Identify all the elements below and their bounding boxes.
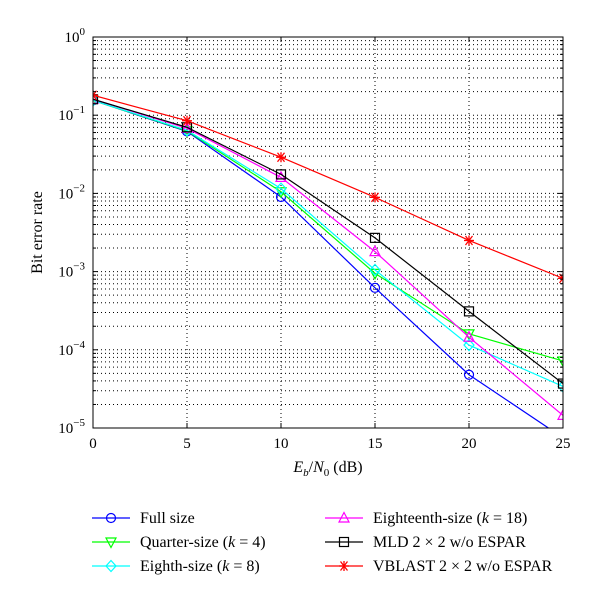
y-tick-label: 10−1 xyxy=(58,104,85,124)
data-point xyxy=(463,330,475,342)
series-2 xyxy=(93,95,563,368)
y-tick-label: 10−4 xyxy=(58,339,85,359)
y-tick-labels: 100 10−1 10−2 10−3 10−4 10−5 xyxy=(58,26,85,437)
legend-label: Quarter-size (k = 4) xyxy=(140,534,266,551)
data-point xyxy=(370,192,380,203)
plot-frame xyxy=(92,36,564,429)
series-line xyxy=(93,98,563,416)
data-point xyxy=(557,380,563,393)
legend-item: VBLAST 2 × 2 w/o ESPAR xyxy=(325,558,553,575)
data-point xyxy=(182,115,192,126)
data-point xyxy=(369,232,381,243)
legend-item: Eighteenth-size (k = 18) xyxy=(325,510,527,527)
x-tick-label: 25 xyxy=(556,436,571,452)
data-point xyxy=(338,511,350,523)
x-tick-label: 0 xyxy=(89,436,97,452)
series-line xyxy=(93,98,563,385)
legend-label: MLD 2 × 2 w/o ESPAR xyxy=(373,534,526,551)
x-tick-label: 15 xyxy=(368,436,383,452)
series-layer xyxy=(93,90,563,428)
y-tick-label: 10−2 xyxy=(58,182,85,202)
legend-item: Full size xyxy=(92,510,195,527)
data-point xyxy=(464,235,474,246)
data-point xyxy=(276,152,286,163)
legend-item: Eighth-size (k = 8) xyxy=(92,558,260,575)
data-point xyxy=(275,169,287,180)
x-tick-label: 20 xyxy=(462,436,477,452)
data-point xyxy=(338,536,350,548)
series-6 xyxy=(93,90,563,284)
data-point xyxy=(93,90,98,101)
y-tick-label: 10−5 xyxy=(58,417,85,437)
y-axis-label: Bit error rate xyxy=(29,191,46,274)
legend-label: Eighth-size (k = 8) xyxy=(140,558,260,575)
series-5 xyxy=(93,94,563,389)
axis-ticks xyxy=(92,36,564,429)
data-point xyxy=(463,306,475,317)
data-point xyxy=(105,537,117,549)
series-4 xyxy=(93,92,563,420)
data-point xyxy=(93,94,99,105)
data-point xyxy=(557,378,563,389)
data-point xyxy=(105,512,117,524)
x-tick-label: 5 xyxy=(183,436,191,452)
series-line xyxy=(93,99,563,387)
data-point xyxy=(557,408,563,420)
legend-item: MLD 2 × 2 w/o ESPAR xyxy=(325,534,526,551)
x-tick-label: 10 xyxy=(274,436,289,452)
data-point xyxy=(339,561,349,571)
series-1 xyxy=(93,95,550,428)
data-point xyxy=(463,369,475,380)
legend-label: Full size xyxy=(140,510,195,527)
series-line xyxy=(93,99,550,428)
y-tick-label: 10−3 xyxy=(58,261,85,281)
legend-item: Quarter-size (k = 4) xyxy=(92,534,266,551)
series-line xyxy=(93,94,563,279)
data-point xyxy=(275,187,287,199)
y-tick-label: 100 xyxy=(65,26,86,46)
legend-label: Eighteenth-size (k = 18) xyxy=(373,510,527,527)
data-point xyxy=(275,182,287,196)
legend-label: VBLAST 2 × 2 w/o ESPAR xyxy=(373,558,553,575)
data-point xyxy=(369,244,381,257)
data-point xyxy=(463,338,475,352)
data-point xyxy=(105,559,117,573)
legend: Full size Quarter-size (k = 4) Eighth-size… xyxy=(92,510,553,575)
data-point xyxy=(369,263,381,277)
data-point xyxy=(369,282,381,293)
series-line xyxy=(93,99,563,362)
x-axis-label: Eb/N0 (dB) xyxy=(292,459,362,479)
series-3 xyxy=(93,93,563,393)
x-tick-labels: 0 5 10 15 20 25 xyxy=(89,436,570,452)
